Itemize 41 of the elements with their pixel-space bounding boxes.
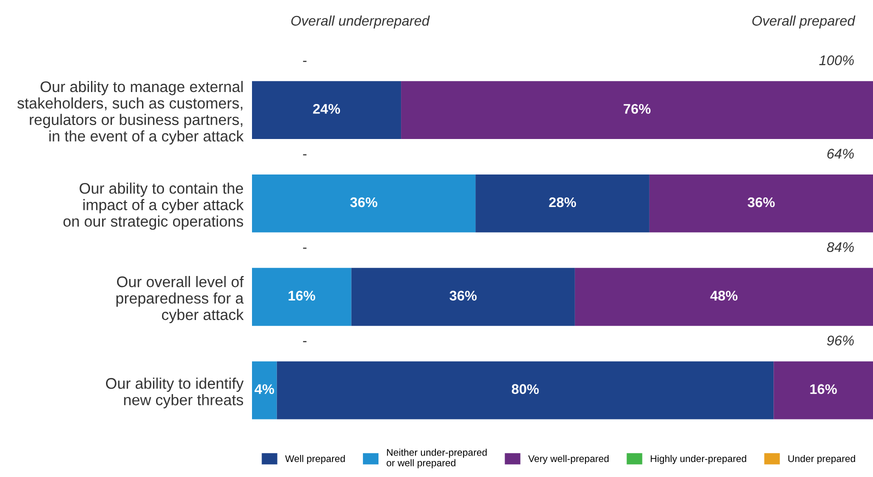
annotation: - [303,154,306,156]
legend-label: Highly under-prepared [650,454,746,464]
text: Overall prepared [752,16,856,28]
bar [649,174,873,232]
data-label: 28% [549,197,576,208]
y-tick-label: Our ability to contain the impact of a cyber attack on our strategic operations [63,182,244,230]
bar [401,81,873,140]
annotation: 64% [827,148,854,159]
y-tick-label: Our ability to manage external stakeholders, such as customers, regulators or business partners, in the event of a cyber attack [17,80,244,145]
bar [252,174,476,232]
data-label: 48% [710,290,738,301]
y-tick-label: Our overall level of preparedness for a cyber attack [116,276,244,324]
text: 100% [819,55,854,66]
bar [574,268,873,326]
bar [252,81,402,140]
annotation: - [303,341,306,342]
bar [252,361,277,420]
text: Overall underprepared [291,16,430,28]
data-label: 24% [313,104,340,114]
legend-label: Very well-prepared [528,454,609,464]
data-label: 4% [254,384,274,394]
legend-label: Well prepared [285,454,345,464]
data-label: 36% [748,197,775,208]
y-tick-label: Our ability to identify new cyber threats [106,378,244,408]
bar [252,268,352,326]
data-label: 36% [450,290,477,301]
data-label: 16% [810,384,837,394]
legend-label: Neither under-prepared or well prepared [386,448,487,468]
bar [351,268,575,326]
annotation: - [303,248,306,249]
data-label: 80% [512,384,539,394]
bar [276,361,774,420]
bar [774,361,873,420]
data-label: 76% [624,104,651,114]
text: - [303,60,306,62]
data-label: 16% [288,290,316,301]
annotation: 96% [827,336,854,346]
annotation: 84% [826,242,854,252]
data-label: 36% [350,197,378,208]
legend-label: Under prepared [788,454,856,464]
bar [476,174,650,232]
